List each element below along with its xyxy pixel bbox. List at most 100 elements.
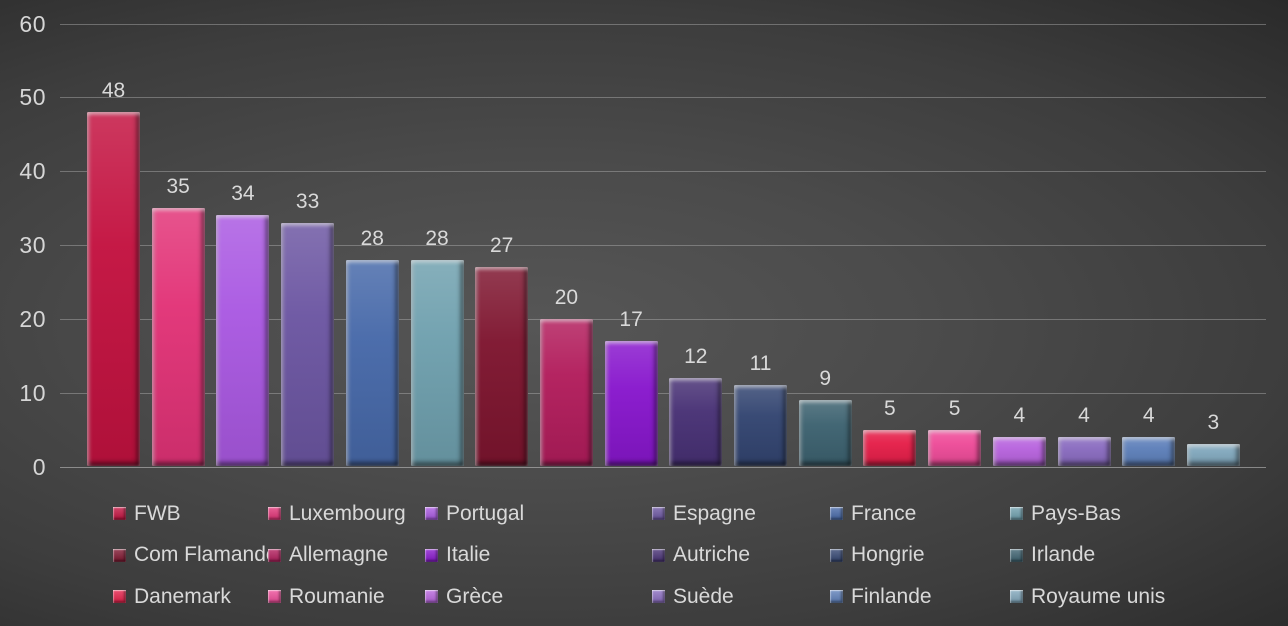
legend-label-suede: Suède	[673, 584, 734, 608]
gridline-60	[60, 23, 1266, 25]
value-label-hongrie: 11	[749, 352, 772, 376]
legend-swatch-irlande	[1010, 548, 1023, 562]
legend-swatch-roumanie	[268, 590, 281, 603]
legend-swatch-danemark	[113, 590, 126, 603]
y-tick-label-10: 10	[19, 379, 46, 406]
legend-label-com-flamande: Com Flamande	[134, 543, 278, 566]
bar-roumanie	[928, 429, 982, 467]
value-label-luxembourg: 35	[166, 175, 190, 199]
bar-espagne	[281, 222, 335, 467]
value-label-espagne: 33	[295, 189, 320, 213]
x-axis-line	[60, 466, 1266, 468]
gridline-50	[60, 97, 1266, 99]
value-label-com-flamande: 27	[490, 234, 514, 258]
legend-label-allemagne: Allemagne	[289, 543, 389, 566]
legend-item-luxembourg: Luxembourg	[268, 501, 406, 527]
y-tick-label-20: 20	[19, 305, 46, 332]
value-label-finlande: 4	[1142, 403, 1155, 427]
y-tick-label-50: 50	[19, 84, 46, 111]
legend-swatch-com-flamande	[113, 548, 126, 562]
bar-france	[345, 259, 399, 467]
legend-swatch-luxembourg	[268, 507, 281, 520]
y-tick-label-0: 0	[32, 453, 46, 480]
bar-pays-bas	[410, 259, 464, 467]
legend-swatch-grece	[425, 590, 438, 603]
bar-luxembourg	[151, 208, 205, 467]
legend-label-irlande: Irlande	[1031, 543, 1096, 566]
legend-swatch-royaume-unis	[1010, 590, 1023, 603]
value-label-pays-bas: 28	[425, 226, 449, 250]
value-label-roumanie: 5	[948, 396, 961, 420]
value-label-portugal: 34	[231, 182, 255, 206]
bar-grece	[992, 436, 1046, 467]
legend-item-autriche: Autriche	[652, 542, 750, 568]
legend-item-italie: Italie	[425, 542, 490, 568]
legend-item-hongrie: Hongrie	[830, 542, 925, 568]
legend-label-espagne: Espagne	[673, 501, 756, 525]
legend-label-italie: Italie	[446, 543, 491, 566]
value-label-royaume-unis: 3	[1207, 411, 1220, 435]
legend-item-suede: Suède	[652, 584, 734, 610]
legend-swatch-pays-bas	[1010, 507, 1023, 520]
bar-suede	[1057, 436, 1111, 467]
legend-label-royaume-unis: Royaume unis	[1031, 584, 1166, 608]
legend-label-grece: Grèce	[446, 584, 504, 608]
bar-royaume-unis	[1186, 444, 1240, 467]
value-label-italie: 17	[619, 307, 643, 331]
legend-item-finlande: Finlande	[830, 584, 932, 610]
legend-label-roumanie: Roumanie	[289, 584, 385, 608]
legend-item-irlande: Irlande	[1010, 542, 1095, 568]
legend-label-danemark: Danemark	[134, 584, 231, 608]
legend-item-allemagne: Allemagne	[268, 542, 388, 568]
legend-item-france: France	[830, 501, 916, 527]
legend-swatch-hongrie	[830, 548, 843, 562]
bar-irlande	[798, 400, 852, 467]
value-label-allemagne: 20	[554, 285, 579, 309]
bar-hongrie	[734, 385, 787, 467]
legend-item-royaume-unis: Royaume unis	[1010, 584, 1165, 610]
legend-swatch-portugal	[425, 507, 438, 520]
y-tick-label-30: 30	[19, 232, 46, 258]
legend-item-roumanie: Roumanie	[268, 584, 385, 610]
value-label-irlande: 9	[819, 367, 832, 391]
legend-item-espagne: Espagne	[652, 501, 756, 527]
legend-swatch-autriche	[652, 548, 665, 562]
gridline-10	[60, 392, 1266, 394]
bar-finlande	[1122, 436, 1176, 467]
y-tick-label-40: 40	[19, 158, 46, 185]
value-label-fwb: 48	[101, 79, 126, 103]
legend-item-com-flamande: Com Flamande	[113, 542, 278, 568]
legend-item-danemark: Danemark	[113, 584, 231, 610]
legend-label-fwb: FWB	[134, 501, 181, 525]
legend-swatch-allemagne	[268, 548, 281, 562]
bar-com-flamande	[475, 267, 529, 467]
bar-autriche	[669, 377, 723, 467]
y-tick-label-60: 60	[19, 10, 46, 37]
legend-label-france: France	[851, 501, 917, 525]
legend-item-portugal: Portugal	[425, 501, 524, 527]
legend-swatch-fwb	[113, 507, 126, 520]
legend-swatch-finlande	[830, 590, 843, 603]
bar-italie	[604, 340, 658, 467]
legend-swatch-espagne	[652, 507, 665, 520]
legend-item-pays-bas: Pays-Bas	[1010, 501, 1121, 527]
legend-swatch-france	[830, 507, 843, 520]
legend-swatch-italie	[425, 548, 438, 562]
legend-label-hongrie: Hongrie	[851, 543, 925, 566]
gridline-30	[60, 245, 1266, 246]
value-label-danemark: 5	[884, 396, 896, 420]
bar-fwb	[87, 112, 140, 467]
bar-danemark	[863, 429, 917, 467]
legend-label-pays-bas: Pays-Bas	[1031, 501, 1121, 525]
value-label-grece: 4	[1013, 403, 1026, 427]
bar-allemagne	[539, 318, 593, 467]
legend-item-fwb: FWB	[113, 501, 181, 527]
legend-label-autriche: Autriche	[673, 543, 751, 566]
legend-label-finlande: Finlande	[851, 584, 932, 608]
gridline-20	[60, 318, 1266, 320]
value-label-suede: 4	[1078, 403, 1090, 427]
value-label-autriche: 12	[684, 344, 708, 368]
legend-label-portugal: Portugal	[446, 501, 525, 525]
legend-label-luxembourg: Luxembourg	[289, 501, 406, 525]
